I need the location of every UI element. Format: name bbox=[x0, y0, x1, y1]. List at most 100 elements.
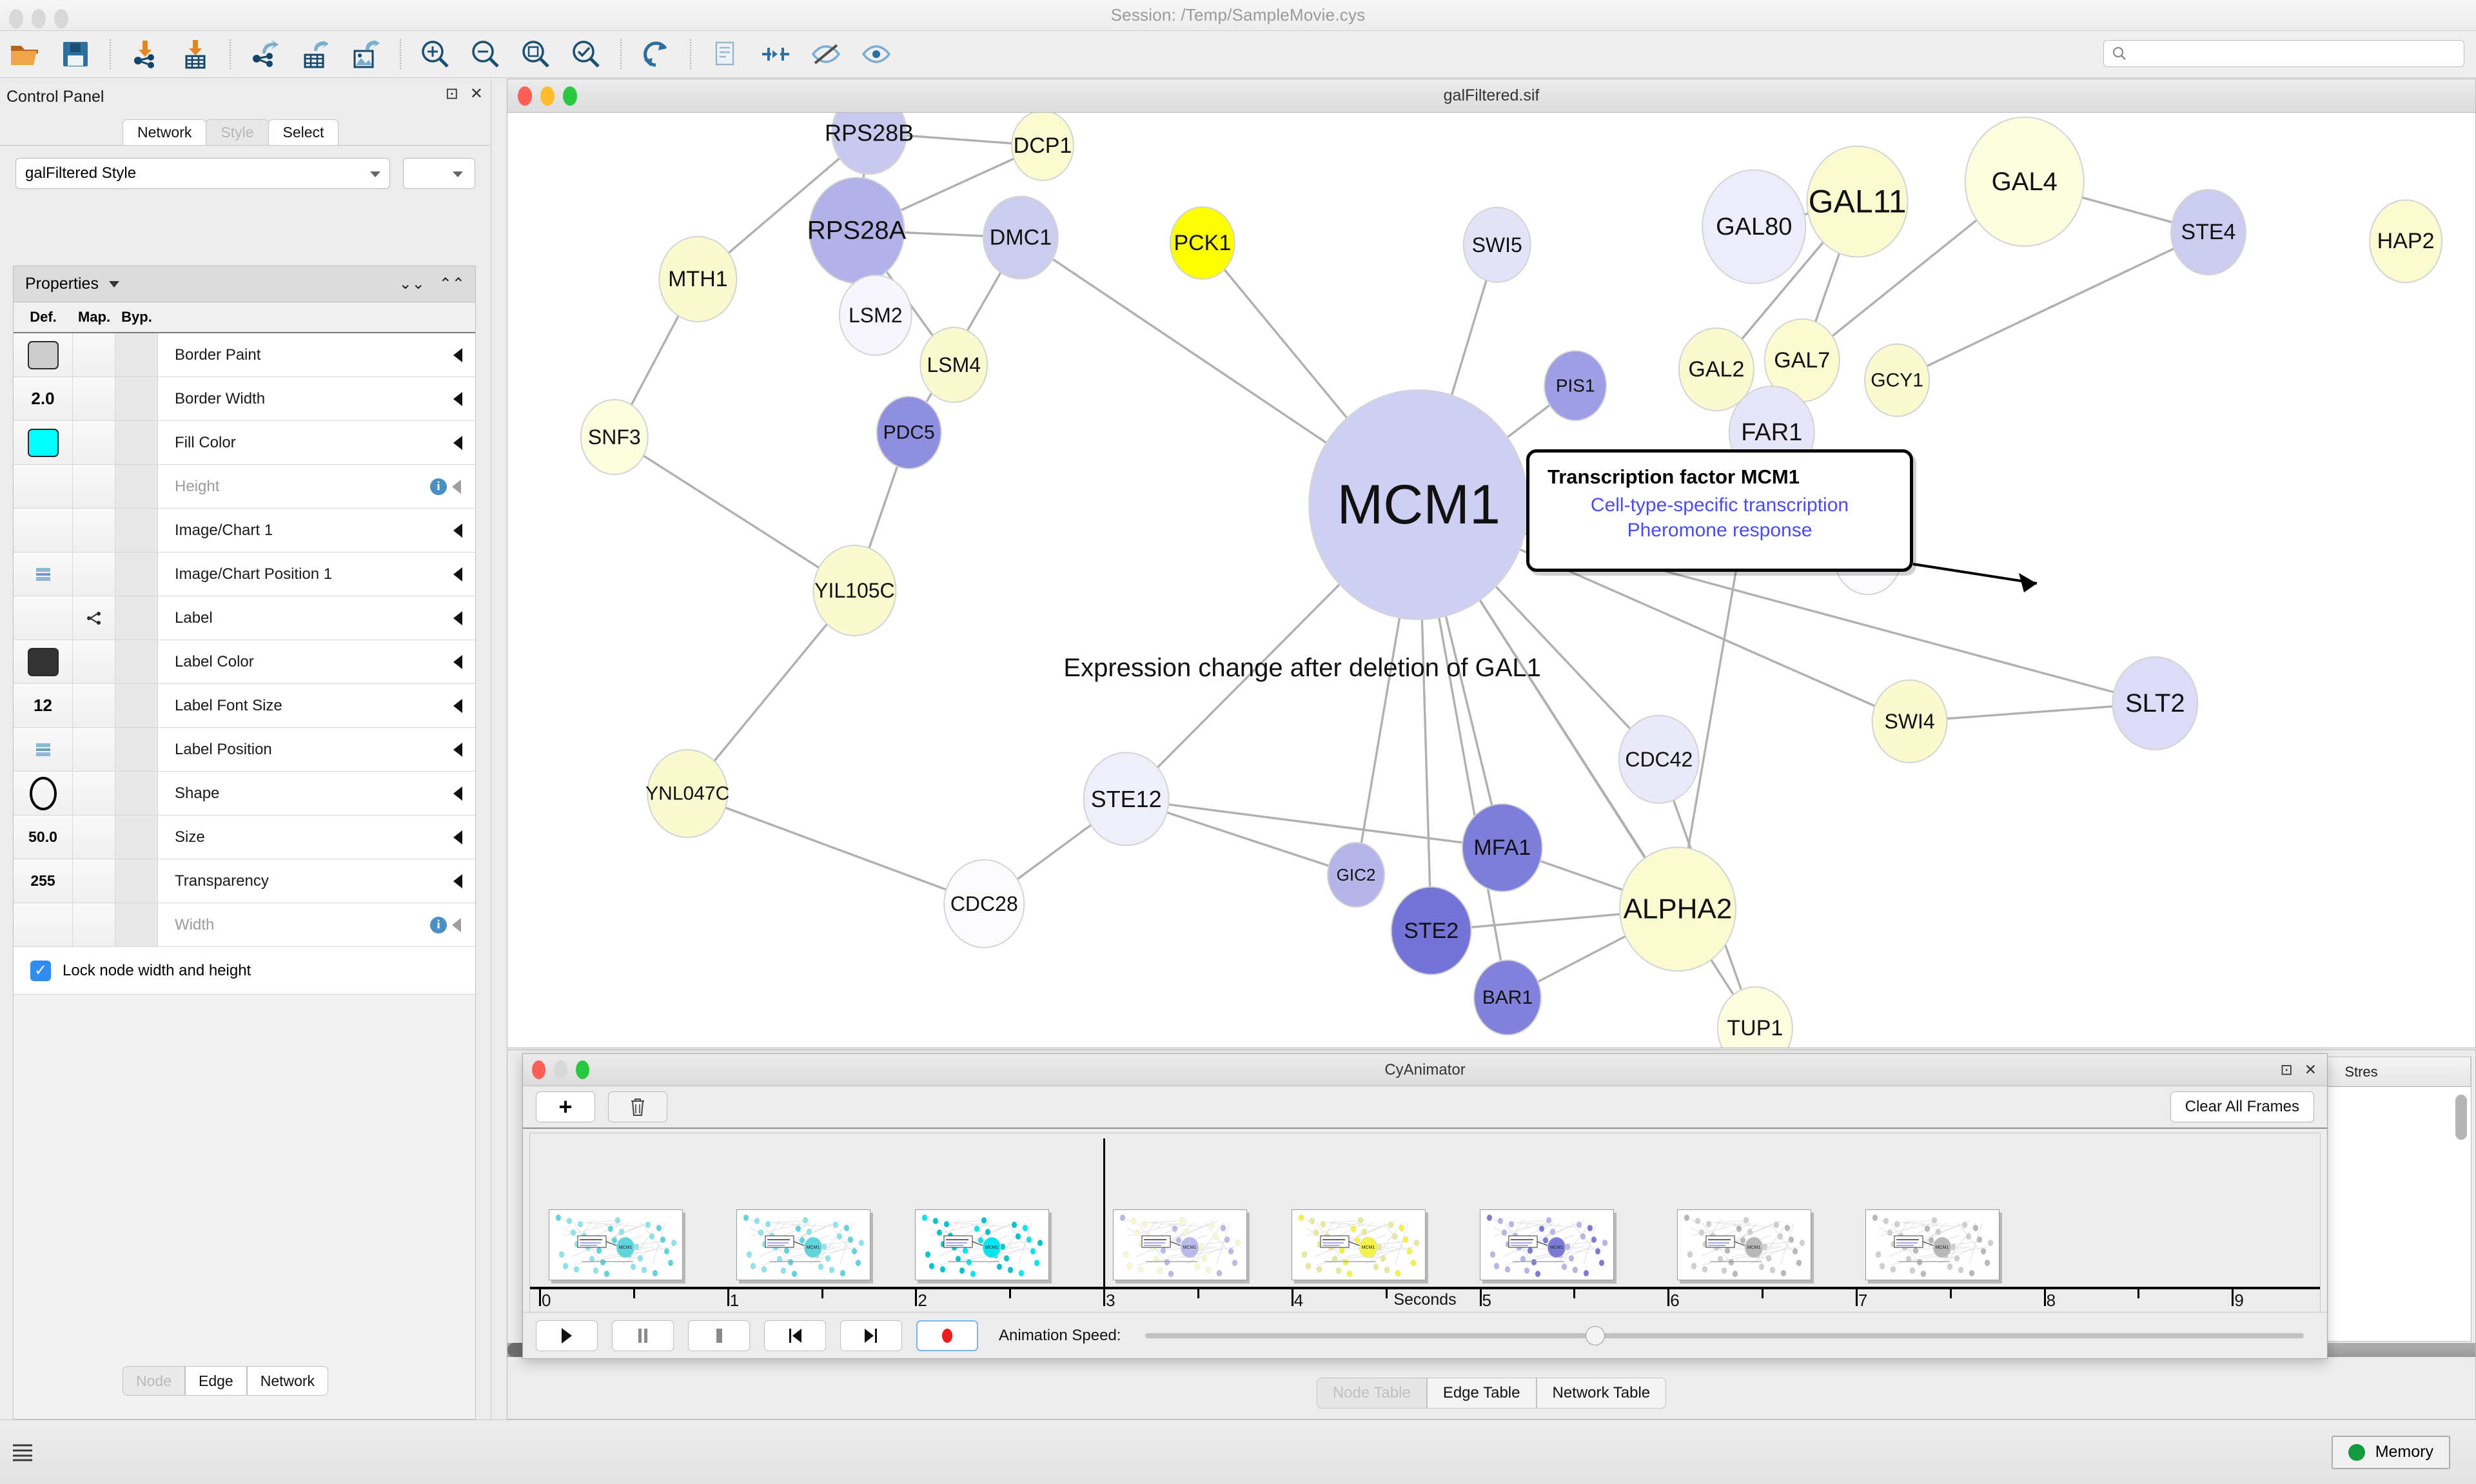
property-bypass-cell[interactable] bbox=[115, 377, 158, 420]
network-graph[interactable]: Expression change after deletion of GAL1… bbox=[507, 113, 2475, 1048]
property-default-cell[interactable] bbox=[14, 552, 73, 596]
property-bypass-cell[interactable] bbox=[115, 772, 158, 815]
node-shape[interactable] bbox=[838, 275, 912, 356]
property-default-cell[interactable] bbox=[14, 640, 73, 683]
table-vertical-scrollbar[interactable] bbox=[2453, 1088, 2470, 1236]
network-node[interactable]: GCY1 bbox=[1864, 343, 1931, 417]
property-bypass-cell[interactable] bbox=[115, 509, 158, 552]
network-edge[interactable] bbox=[687, 792, 985, 905]
export-table-icon[interactable] bbox=[290, 34, 340, 74]
property-default-cell[interactable] bbox=[14, 509, 73, 552]
property-bypass-cell[interactable] bbox=[115, 684, 158, 727]
expand-property-arrow-icon[interactable] bbox=[453, 567, 462, 581]
network-node[interactable]: MTH1 bbox=[658, 236, 738, 322]
tab-style[interactable]: Style bbox=[206, 119, 269, 145]
network-node[interactable]: PCK1 bbox=[1169, 206, 1235, 280]
node-shape[interactable] bbox=[647, 749, 729, 838]
node-shape[interactable] bbox=[876, 396, 942, 469]
minimize-cyanimator-button[interactable] bbox=[554, 1060, 567, 1079]
property-row[interactable]: Fill Color bbox=[14, 421, 475, 465]
zoom-in-icon[interactable] bbox=[410, 34, 460, 74]
timeline-playhead[interactable] bbox=[1103, 1138, 1106, 1288]
expand-property-arrow-icon[interactable] bbox=[453, 610, 462, 625]
network-node[interactable]: YNL047C bbox=[645, 749, 729, 838]
expand-property-arrow-icon[interactable] bbox=[453, 391, 462, 406]
color-swatch[interactable] bbox=[27, 340, 59, 369]
network-node[interactable]: GAL11 bbox=[1806, 145, 1909, 258]
skip-start-button[interactable] bbox=[764, 1320, 826, 1351]
style-select[interactable]: galFiltered Style bbox=[15, 158, 390, 189]
search-box[interactable] bbox=[2103, 40, 2464, 67]
canvas-text-annotation[interactable]: Expression change after deletion of GAL1 bbox=[1063, 654, 1540, 682]
property-default-cell[interactable]: 255 bbox=[14, 859, 73, 903]
property-default-cell[interactable] bbox=[14, 728, 73, 771]
network-node[interactable]: MFA1 bbox=[1461, 803, 1543, 892]
node-shape[interactable] bbox=[1716, 986, 1793, 1048]
node-shape[interactable] bbox=[1461, 803, 1543, 892]
property-bypass-cell[interactable] bbox=[115, 640, 158, 683]
color-swatch[interactable] bbox=[27, 428, 59, 457]
network-node[interactable]: SWI5 bbox=[1462, 206, 1531, 283]
play-button[interactable] bbox=[536, 1320, 598, 1351]
chevron-down-icon[interactable] bbox=[108, 280, 119, 288]
stop-button[interactable] bbox=[688, 1320, 750, 1351]
collapse-all-icon[interactable]: ⌄⌄ bbox=[398, 275, 425, 293]
property-bypass-cell[interactable] bbox=[115, 333, 158, 376]
timeline-frame[interactable]: MCM1 bbox=[1676, 1209, 1811, 1280]
tab-node[interactable]: Node bbox=[123, 1366, 185, 1396]
property-row[interactable]: 255 Transparency bbox=[14, 859, 475, 903]
network-node[interactable]: SLT2 bbox=[2112, 656, 2199, 750]
clear-all-frames-button[interactable]: Clear All Frames bbox=[2170, 1091, 2314, 1122]
info-icon[interactable]: i bbox=[430, 478, 447, 495]
fit-network-icon[interactable] bbox=[561, 34, 611, 74]
close-network-window-button[interactable] bbox=[518, 86, 532, 106]
window-traffic-lights[interactable] bbox=[9, 9, 68, 28]
timeline-frame[interactable]: MCM1 bbox=[1112, 1209, 1247, 1280]
network-node[interactable]: RPS28A bbox=[807, 177, 907, 284]
timeline-frame[interactable]: MCM1 bbox=[1291, 1209, 1426, 1280]
property-row[interactable]: Label Color bbox=[14, 640, 475, 684]
export-image-icon[interactable] bbox=[340, 34, 391, 74]
property-row[interactable]: Width i bbox=[14, 903, 475, 947]
property-default-cell[interactable] bbox=[14, 596, 73, 639]
network-node[interactable]: STE12 bbox=[1083, 752, 1170, 846]
node-shape[interactable] bbox=[1327, 842, 1385, 908]
property-bypass-cell[interactable] bbox=[115, 596, 158, 639]
property-default-cell[interactable]: 12 bbox=[14, 684, 73, 727]
tab-network-table[interactable]: Network Table bbox=[1536, 1378, 1667, 1409]
network-node[interactable]: PDC5 bbox=[876, 396, 942, 469]
network-node[interactable]: HAP2 bbox=[2369, 199, 2443, 284]
property-default-cell[interactable] bbox=[14, 903, 73, 946]
network-node[interactable]: CDC28 bbox=[943, 859, 1025, 948]
network-node[interactable]: ALPHA2 bbox=[1618, 846, 1736, 972]
network-edge[interactable] bbox=[1896, 231, 2209, 382]
network-node[interactable]: BAR1 bbox=[1473, 959, 1542, 1036]
property-row[interactable]: 12 Label Font Size bbox=[14, 684, 475, 728]
network-node[interactable]: MCM1 bbox=[1308, 389, 1529, 620]
minimize-network-window-button[interactable] bbox=[540, 86, 555, 106]
property-bypass-cell[interactable] bbox=[115, 552, 158, 596]
node-shape[interactable] bbox=[919, 327, 988, 403]
node-shape[interactable] bbox=[831, 113, 908, 175]
property-default-cell[interactable] bbox=[14, 333, 73, 376]
tab-network-style[interactable]: Network bbox=[246, 1366, 329, 1396]
pause-button[interactable] bbox=[612, 1320, 674, 1351]
close-icon[interactable]: ✕ bbox=[469, 85, 483, 103]
property-mapping-cell[interactable] bbox=[73, 859, 115, 903]
network-node[interactable]: DCP1 bbox=[1011, 113, 1074, 181]
expand-property-arrow-icon[interactable] bbox=[452, 479, 461, 494]
node-shape[interactable] bbox=[2112, 656, 2199, 750]
close-icon[interactable]: ✕ bbox=[2304, 1061, 2317, 1078]
network-node[interactable]: LSM2 bbox=[838, 275, 912, 356]
expand-property-arrow-icon[interactable] bbox=[453, 874, 462, 888]
expand-property-arrow-icon[interactable] bbox=[453, 523, 462, 538]
node-shape[interactable] bbox=[1806, 145, 1909, 258]
timeline-frame[interactable]: MCM1 bbox=[736, 1209, 871, 1280]
property-row[interactable]: Image/Chart 1 bbox=[14, 509, 475, 552]
expand-property-arrow-icon[interactable] bbox=[453, 742, 462, 757]
node-shape[interactable] bbox=[1618, 714, 1700, 804]
network-edge[interactable] bbox=[613, 436, 856, 592]
node-shape[interactable] bbox=[1871, 679, 1948, 763]
maximize-window-button[interactable] bbox=[54, 9, 68, 28]
show-all-icon[interactable] bbox=[851, 34, 901, 74]
